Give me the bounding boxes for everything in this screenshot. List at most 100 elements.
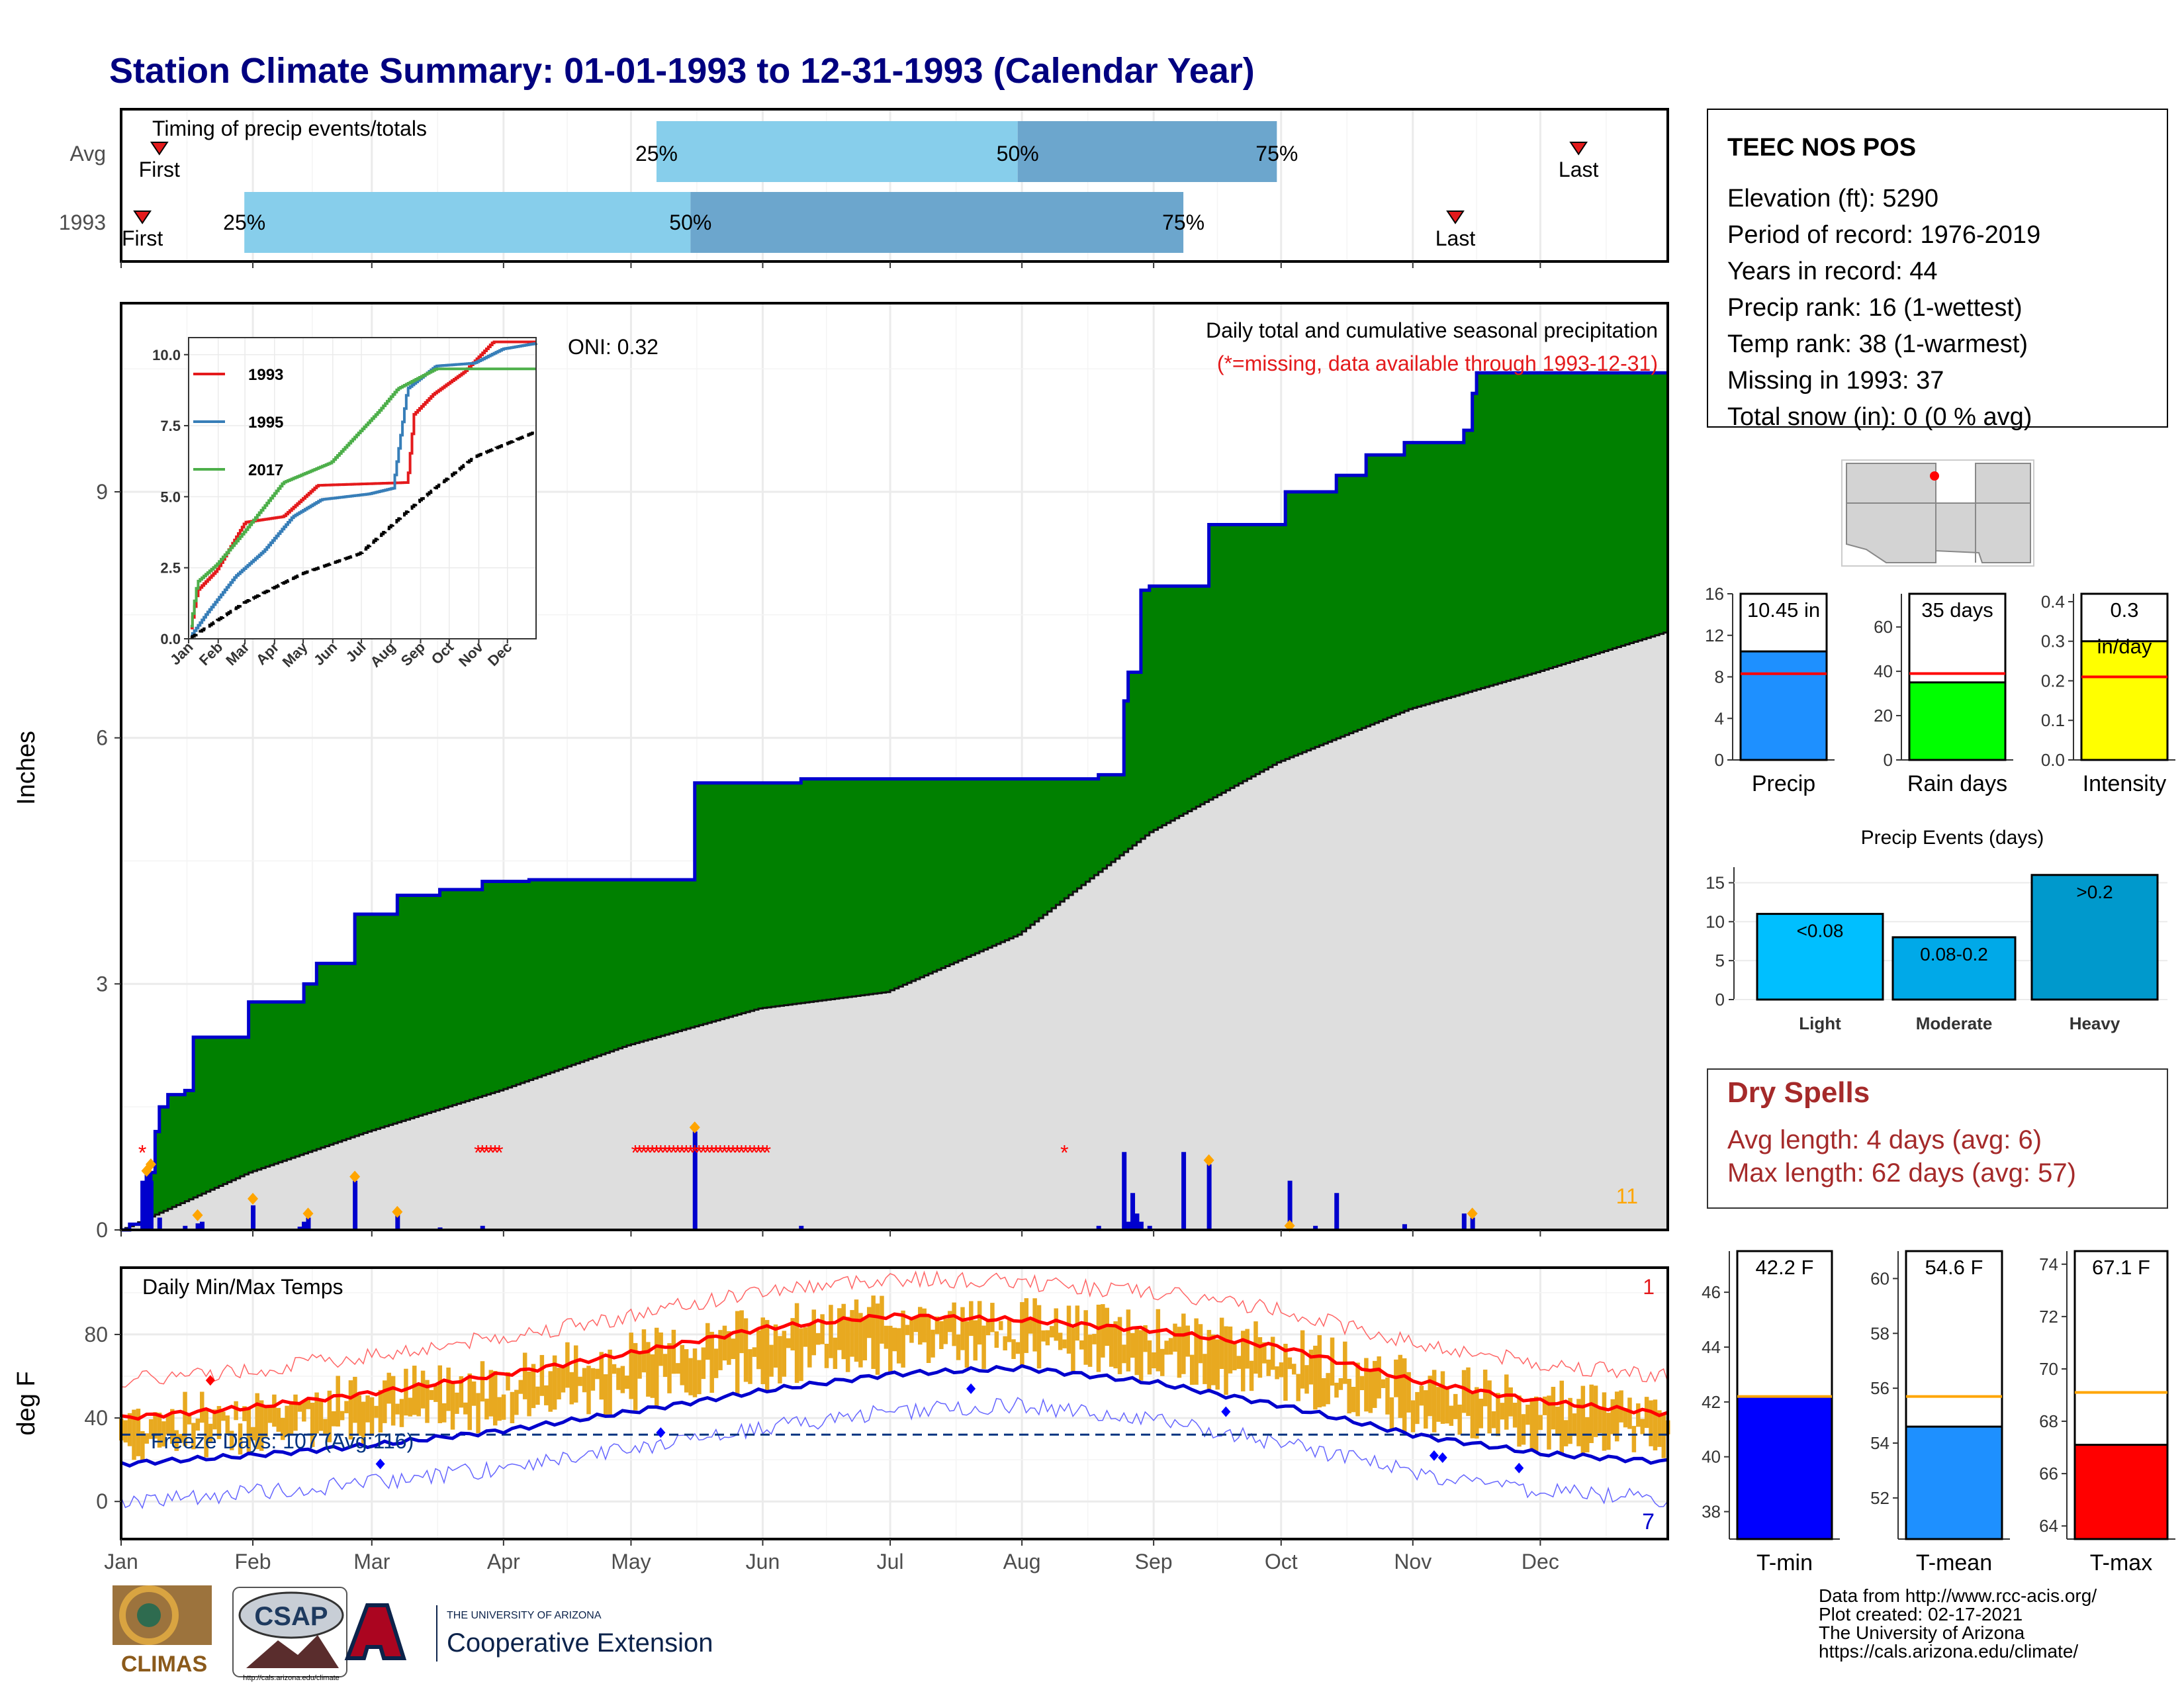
daily-temp-bar (1101, 1304, 1105, 1358)
y-tick-label: 15 (1706, 873, 1725, 893)
y-tick-label: 40 (1874, 661, 1893, 681)
daily-temp-bar (310, 1403, 315, 1447)
daily-temp-bar (880, 1295, 884, 1344)
daily-temp-bar (467, 1373, 472, 1430)
climas-logo: CLIMAS (113, 1585, 212, 1677)
daily-temp-bar (441, 1403, 447, 1423)
inset-y-tick-label: 7.5 (160, 418, 181, 434)
daily-temp-bar (1598, 1407, 1602, 1434)
daily-temp-bar (586, 1366, 591, 1415)
summary-bar (1908, 681, 2007, 761)
y-tick-label: 46 (1702, 1282, 1721, 1302)
missing-day-star: * (733, 1141, 741, 1164)
daily-temp-bar (1296, 1374, 1300, 1401)
daily-temp-bar (994, 1331, 999, 1348)
daily-temp-bar (1087, 1335, 1093, 1367)
temp-summary-bar (1736, 1395, 1833, 1540)
daily-temp-bar (518, 1380, 523, 1394)
daily-temp-bar (1508, 1387, 1513, 1417)
daily-temp-bar (650, 1354, 655, 1398)
record-precip-marker (1203, 1154, 1214, 1166)
daily-temp-bar (429, 1389, 434, 1400)
daily-temp-bar (603, 1374, 608, 1415)
temp-summary-t-max: 64 66 68 70 72 74 67.1 F T-max (2039, 1250, 2175, 1575)
daily-temp-bar (680, 1344, 684, 1385)
station-precip-rank: Precip rank: 16 (1-wettest) (1727, 294, 2023, 322)
month-label: Nov (1394, 1550, 1432, 1573)
daily-temp-bar (153, 1412, 158, 1439)
daily-temp-bar (199, 1391, 205, 1423)
daily-precip-bar (1126, 1221, 1131, 1230)
average-max-line (120, 1312, 1668, 1421)
daily-precip-bar (148, 1180, 154, 1230)
inset-lines (190, 340, 537, 639)
daily-precip-bar (1461, 1213, 1467, 1230)
inset-series-line (190, 367, 536, 628)
daily-temp-bar (1283, 1344, 1288, 1401)
event-bar-label: 0.08-0.2 (1920, 944, 1988, 964)
missing-day-star: * (712, 1141, 720, 1164)
daily-temp-bar (871, 1295, 876, 1370)
timing-label-25: 25% (223, 211, 265, 234)
missing-day-star: * (729, 1141, 737, 1164)
daily-temp-bar (242, 1406, 247, 1421)
temp-y-ticks: 0 40 80 (84, 1323, 121, 1513)
daily-precip-bar (692, 1131, 698, 1230)
y-tick-label: 60 (1874, 617, 1893, 637)
daily-precip-bar (297, 1227, 302, 1230)
y-tick-label: 6 (96, 726, 108, 750)
legend-label: 2017 (248, 461, 283, 479)
daily-temp-bar (985, 1319, 991, 1336)
daily-temp-bar (437, 1365, 443, 1423)
daily-temp-bar (522, 1352, 527, 1399)
daily-temp-bar (1308, 1349, 1314, 1385)
inset-y-tick-label: 10.0 (152, 347, 181, 363)
timing-label-first: First (122, 226, 163, 250)
daily-temp-bar (684, 1349, 689, 1393)
daily-temp-bar (1015, 1342, 1021, 1354)
summary-label: Rain days (1907, 771, 2007, 796)
station-elevation: Elevation (ft): 5290 (1727, 185, 1938, 212)
daily-precip-bar (251, 1205, 256, 1230)
footer-logos: CLIMAS CSAP http://cals.arizona.edu/clim… (113, 1585, 713, 1682)
y-tick-label: 80 (84, 1323, 108, 1346)
daily-temp-bar (374, 1405, 379, 1418)
locator-map (1841, 459, 2034, 567)
daily-temp-bar (1525, 1405, 1530, 1425)
daily-temp-bar (1436, 1387, 1441, 1422)
daily-temp-bar (412, 1366, 417, 1415)
daily-temp-bar (340, 1411, 345, 1421)
daily-temp-bar (480, 1361, 485, 1402)
daily-temp-bar (1236, 1356, 1242, 1369)
event-bar (1756, 913, 1884, 1001)
timing-row-label-avg: Avg (69, 142, 106, 165)
y-tick-label: 10 (1706, 912, 1725, 931)
daily-temp-bar (1122, 1344, 1126, 1364)
daily-temp-bar (165, 1415, 171, 1435)
record-min-line (120, 1397, 1668, 1509)
daily-temp-bar (1551, 1387, 1556, 1430)
y-tick-label: 38 (1702, 1502, 1721, 1522)
daily-temp-bar (306, 1398, 310, 1409)
inset-y-tick-label: 5.0 (160, 489, 181, 505)
daily-temp-bar (318, 1399, 324, 1431)
daily-precip-bars (140, 1121, 1478, 1232)
temp-summary-t-min: 38 40 42 44 46 42.2 F T-min (1702, 1250, 1840, 1575)
missing-day-star: * (635, 1141, 643, 1164)
daily-precip-bar (480, 1225, 485, 1230)
daily-temp-bar (132, 1409, 136, 1460)
daily-temp-bar (1198, 1324, 1203, 1364)
daily-temp-bar (815, 1333, 821, 1345)
daily-temp-bar (654, 1327, 659, 1408)
timing-label-first: First (139, 158, 180, 181)
missing-day-star: * (474, 1141, 482, 1164)
daily-temp-bar (803, 1327, 808, 1347)
station-years: Years in record: 44 (1727, 258, 1938, 285)
daily-temp-bar (1649, 1400, 1653, 1446)
daily-temp-bar (459, 1376, 464, 1408)
daily-temp-bar (285, 1405, 289, 1437)
figure-title: Station Climate Summary: 01-01-1993 to 1… (109, 51, 1255, 91)
timing-bar-50-75 (690, 192, 1184, 253)
daily-temp-bar (999, 1321, 1003, 1331)
